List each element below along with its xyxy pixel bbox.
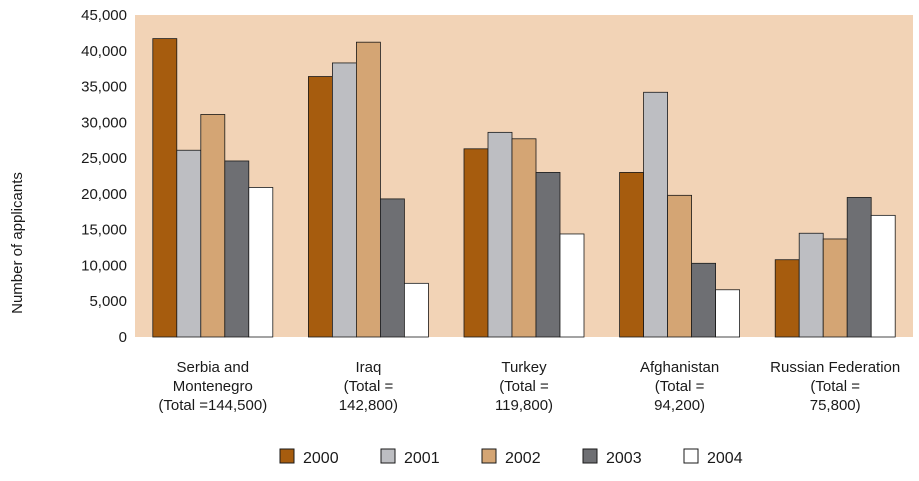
bar-2001	[331, 62, 357, 338]
bar-2001	[176, 149, 202, 338]
y-axis-ticks: 0 5,000 10,000 15,000 20,000 25,000 30,000 35,0…	[81, 7, 127, 346]
y-tick-label: 40,000	[81, 43, 127, 60]
y-tick-label: 10,000	[81, 257, 127, 274]
x-axis-category-labels: Serbia and Montenegro (Total =144,500) Iraq…	[158, 359, 900, 414]
bar-2004	[715, 289, 740, 338]
legend-swatch-2001	[380, 448, 396, 464]
bar-2003	[379, 198, 405, 338]
bar-2002	[667, 194, 692, 338]
legend-label-2001: 2001	[404, 450, 440, 467]
x-category-label: Russian Federation (Total = 75,800)	[770, 359, 900, 414]
bar-2000	[152, 38, 178, 338]
bar-2003	[535, 172, 561, 338]
y-axis-title: Number of applicants	[9, 172, 26, 314]
bars-group	[152, 38, 896, 338]
bar-2003	[224, 160, 250, 338]
legend-swatch-2002	[481, 448, 497, 464]
legend-label-2002: 2002	[505, 450, 541, 467]
bar-2003	[691, 262, 716, 338]
x-category-label: Turkey (Total = 119,800)	[495, 359, 553, 414]
y-tick-label: 20,000	[81, 186, 127, 203]
y-tick-label: 30,000	[81, 114, 127, 131]
bar-2001	[798, 232, 824, 338]
legend-swatch-2003	[582, 448, 598, 464]
bar-2004	[403, 282, 429, 338]
bar-2003	[846, 197, 872, 338]
bar-2001	[643, 91, 668, 338]
y-tick-label: 45,000	[81, 7, 127, 24]
x-category-label: Iraq (Total = 142,800)	[339, 359, 398, 414]
bar-2001	[487, 131, 513, 338]
bar-2002	[200, 114, 226, 338]
bar-2002	[511, 138, 537, 338]
legend-label-2004: 2004	[707, 450, 743, 467]
y-tick-label: 25,000	[81, 150, 127, 167]
bar-2000	[619, 172, 644, 338]
bar-2000	[463, 148, 489, 338]
y-tick-label: 0	[119, 329, 127, 346]
legend-label-2000: 2000	[303, 450, 339, 467]
bar-2002	[822, 238, 848, 338]
bar-2002	[355, 41, 381, 338]
y-tick-label: 15,000	[81, 222, 127, 239]
x-category-label: Serbia and Montenegro (Total =144,500)	[158, 359, 267, 414]
bar-2004	[870, 214, 896, 338]
legend-swatch-2000	[279, 448, 295, 464]
bar-2004	[559, 233, 585, 338]
y-tick-label: 5,000	[89, 293, 127, 310]
legend-swatch-2004	[683, 448, 699, 464]
bar-2000	[774, 259, 800, 338]
legend: 2000 2001 2002 2003 2004	[279, 448, 743, 467]
x-category-label: Afghanistan (Total = 94,200)	[640, 359, 719, 414]
bar-2004	[248, 187, 274, 338]
legend-label-2003: 2003	[606, 450, 642, 467]
y-tick-label: 35,000	[81, 79, 127, 96]
bar-2000	[307, 76, 333, 338]
